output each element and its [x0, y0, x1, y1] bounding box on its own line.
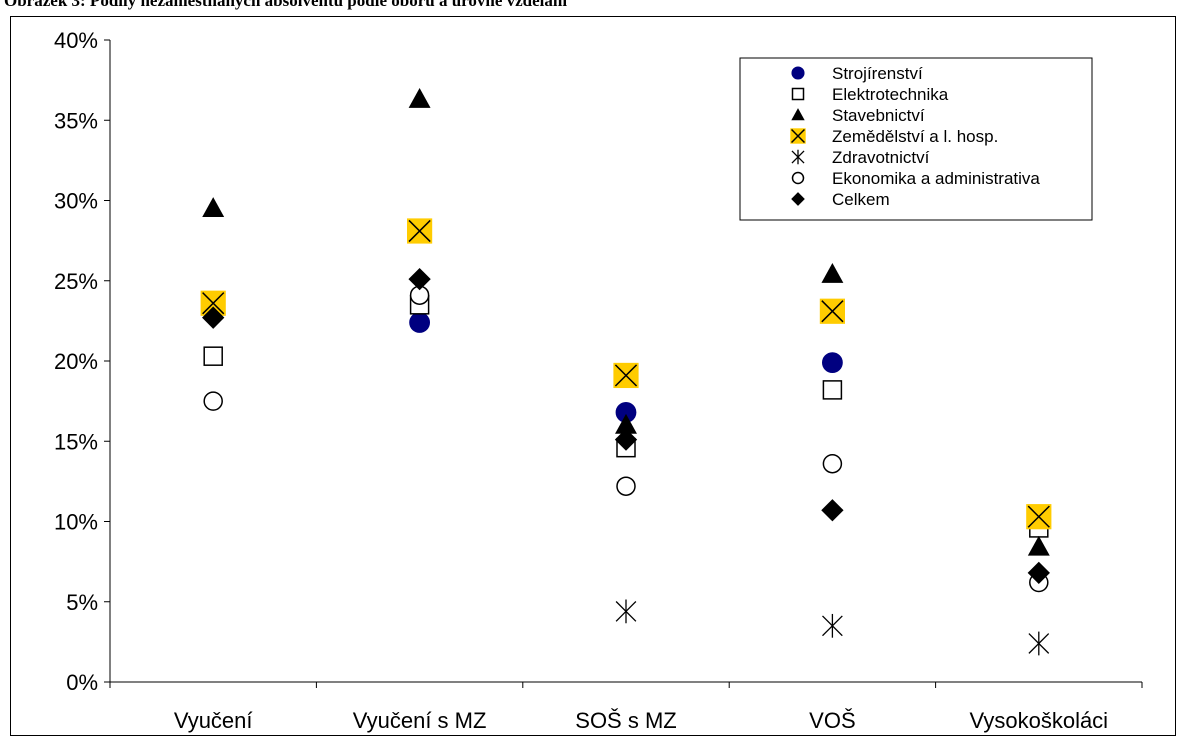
x-tick-label: SOŠ s MZ — [575, 708, 676, 733]
data-point — [408, 267, 431, 291]
marker-shape — [791, 87, 805, 101]
marker-shape — [202, 197, 225, 218]
marker-shape — [1027, 535, 1050, 556]
legend-label: Zdravotnictví — [832, 148, 930, 167]
data-point — [614, 428, 638, 451]
y-tick-label: 35% — [54, 108, 98, 133]
legend-label: Strojírenství — [832, 64, 923, 83]
data-point — [203, 346, 223, 366]
marker-shape — [791, 171, 805, 185]
data-point — [821, 499, 844, 522]
x-tick-label: Vyučení s MZ — [353, 708, 487, 733]
data-point — [616, 476, 636, 496]
x-tick-label: Vysokoškoláci — [970, 708, 1109, 733]
legend-marker — [791, 149, 805, 165]
data-points — [200, 88, 1052, 656]
marker-cross — [408, 219, 431, 243]
data-point — [408, 88, 431, 108]
data-point — [202, 197, 225, 218]
data-point — [821, 262, 844, 283]
marker-cross — [614, 364, 638, 387]
data-point — [1027, 535, 1050, 556]
data-point — [615, 413, 637, 434]
legend: Strojírenství Elektrotechnika Stavebnictví… — [739, 57, 1093, 221]
marker-shape — [821, 499, 844, 522]
marker-shape — [791, 108, 805, 121]
legend-marker — [790, 128, 806, 144]
chart-title: Obrázek 3: Podíly nezaměstnaných absolve… — [4, 0, 568, 10]
data-point — [822, 380, 843, 400]
legend-marker — [791, 171, 805, 185]
marker-shape — [202, 306, 225, 329]
y-tick-label: 15% — [54, 429, 98, 454]
legend-marker — [791, 66, 805, 80]
marker-shape — [614, 428, 638, 451]
axes: 0% 5% 10% 15% 20% 25% 30% 35% 40% Vyučení Vyučení … — [54, 28, 1143, 733]
marker-shape — [408, 88, 431, 108]
x-tick-label: Vyučení — [174, 708, 253, 733]
data-point — [822, 613, 843, 638]
data-point — [407, 218, 433, 244]
marker-shape — [1027, 561, 1050, 585]
data-point — [819, 298, 845, 324]
data-point — [1027, 561, 1050, 585]
legend-label: Elektrotechnika — [832, 85, 949, 104]
data-point — [409, 312, 431, 333]
y-tick-label: 0% — [66, 670, 98, 695]
y-tick-label: 10% — [54, 510, 98, 535]
legend-marker — [791, 87, 805, 101]
legend-label: Stavebnictví — [832, 106, 925, 125]
legend-label: Zemědělství a l. hosp. — [832, 127, 998, 146]
marker-shape — [822, 380, 843, 400]
legend-label: Ekonomika a administrativa — [832, 169, 1040, 188]
marker-cross — [791, 129, 805, 143]
data-point — [202, 306, 225, 329]
y-tick-label: 30% — [54, 189, 98, 214]
y-tick-label: 5% — [66, 590, 98, 615]
legend-label: Celkem — [832, 190, 890, 209]
data-point — [1028, 631, 1050, 656]
data-point — [822, 453, 843, 474]
data-point — [822, 352, 843, 374]
marker-shape — [203, 346, 223, 366]
marker-shape — [791, 192, 805, 206]
marker-cross — [821, 300, 844, 323]
chart-frame — [10, 16, 1176, 736]
marker-shape — [821, 262, 844, 283]
marker-shape — [616, 476, 636, 496]
data-point — [613, 362, 639, 389]
legend-marker — [791, 108, 805, 121]
legend-marker — [791, 192, 805, 206]
marker-shape — [409, 312, 431, 333]
y-tick-label: 25% — [54, 269, 98, 294]
marker-shape — [203, 391, 223, 411]
data-point — [203, 391, 223, 411]
marker-shape — [408, 267, 431, 291]
marker-shape — [822, 453, 843, 474]
marker-shape — [791, 66, 805, 80]
y-tick-label: 40% — [54, 28, 98, 53]
data-point — [1026, 504, 1052, 530]
marker-shape — [615, 413, 637, 434]
y-tick-label: 20% — [54, 349, 98, 374]
marker-shape — [822, 352, 843, 374]
marker-cross — [1027, 505, 1050, 528]
x-tick-label: VOŠ — [809, 708, 855, 733]
marker-cross — [202, 292, 225, 315]
data-point — [615, 599, 637, 624]
